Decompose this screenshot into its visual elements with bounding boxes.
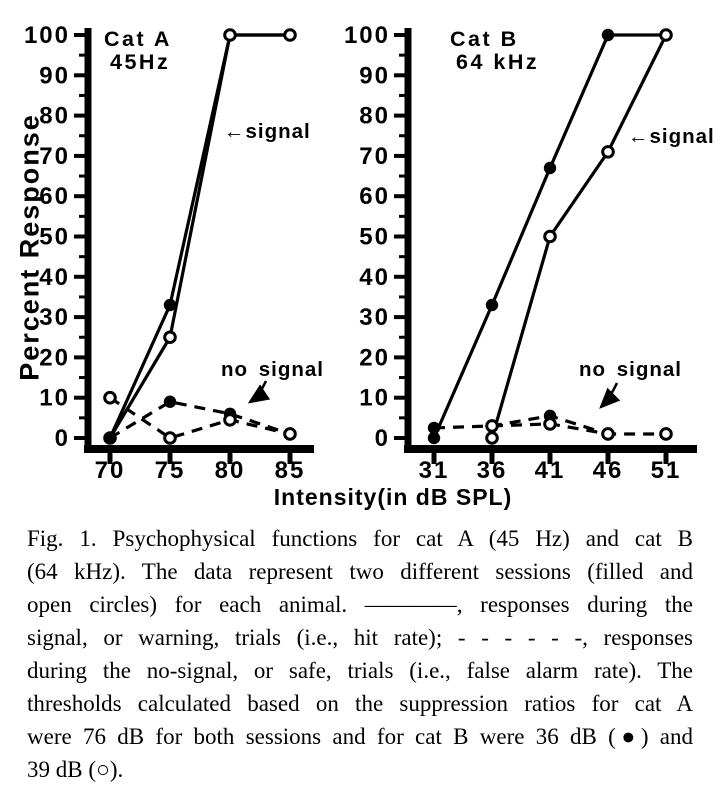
y-tick-label: 90 xyxy=(359,62,390,89)
chart-title: Cat B xyxy=(450,27,519,51)
open-circle-marker xyxy=(601,427,615,441)
no-signal-line xyxy=(109,396,291,440)
y-tick-label: 100 xyxy=(344,22,390,49)
x-tick-label: 31 xyxy=(419,457,450,484)
caption-line: signal, or warning, trials (i.e., hit ra… xyxy=(27,625,693,650)
caption-line: thresholds calculated based on the suppr… xyxy=(27,691,693,716)
y-tick-label: 0 xyxy=(375,425,390,452)
y-tick-label: 50 xyxy=(359,224,390,251)
open-circle-marker xyxy=(103,390,117,405)
y-tick-label: 0 xyxy=(55,425,70,452)
y-tick-label: 80 xyxy=(359,103,390,130)
signal-line xyxy=(490,34,668,439)
y-tick-label: 20 xyxy=(39,344,70,371)
caption-line: 39 dB (○). xyxy=(27,757,124,782)
x-tick-label: 75 xyxy=(155,457,186,484)
open-circle-marker xyxy=(223,28,237,42)
open-circle-marker xyxy=(283,28,297,42)
open-circle-marker xyxy=(659,427,673,441)
y-tick-label: 100 xyxy=(24,22,70,49)
caption-line: open circles) for each animal. ————, res… xyxy=(27,592,693,617)
y-tick-label: 70 xyxy=(359,143,390,170)
no-signal-line xyxy=(433,414,609,436)
y-tick-label: 60 xyxy=(359,183,390,210)
y-tick-label: 30 xyxy=(39,304,70,331)
open-circle-marker xyxy=(223,413,237,427)
x-axis-label: Intensity(in dB SPL) xyxy=(273,484,513,510)
filled-circle-marker xyxy=(427,431,441,445)
y-tick-label: 30 xyxy=(359,304,390,331)
filled-circle-marker xyxy=(543,161,557,175)
y-axis-label: Percent Response xyxy=(14,113,45,381)
caption-line: during the no-signal, or safe, trials (i… xyxy=(27,658,693,683)
y-tick-label: 40 xyxy=(39,264,70,291)
open-circle-marker xyxy=(283,427,297,441)
x-tick-label: 70 xyxy=(95,457,126,484)
x-tick-label: 46 xyxy=(593,457,624,484)
x-tick-label: 41 xyxy=(535,457,566,484)
signal-line xyxy=(108,33,290,439)
x-tick-label: 51 xyxy=(651,457,682,484)
y-tick-label: 10 xyxy=(39,385,70,412)
filled-circle-marker xyxy=(103,431,117,445)
filled-circle-marker xyxy=(427,421,441,435)
filled-circle-marker xyxy=(163,298,177,312)
no-signal-line xyxy=(491,422,666,436)
y-tick-label: 10 xyxy=(359,385,390,412)
x-tick-label: 85 xyxy=(275,457,306,484)
y-tick-label: 40 xyxy=(359,264,390,291)
y-tick-label: 90 xyxy=(39,62,70,89)
no-signal-arrow-icon xyxy=(599,382,621,409)
signal-annotation: ←signal xyxy=(628,125,715,148)
open-circle-marker xyxy=(485,431,499,445)
no-signal-annotation: no signal xyxy=(579,358,682,381)
y-tick-label: 70 xyxy=(39,143,70,170)
chart-title: Cat A xyxy=(104,27,172,51)
open-circle-marker xyxy=(659,28,673,42)
open-circle-marker xyxy=(163,431,177,445)
caption-line: (64 kHz). The data represent two differe… xyxy=(27,559,693,584)
chart-subtitle: 64 kHz xyxy=(456,50,539,74)
chart-subtitle: 45Hz xyxy=(110,50,170,74)
no-signal-annotation: no signal xyxy=(221,358,324,381)
y-tick-label: 60 xyxy=(39,183,70,210)
filled-circle-marker xyxy=(601,28,615,42)
open-circle-marker xyxy=(163,330,177,345)
x-tick-label: 80 xyxy=(215,457,246,484)
chart-cat-b: 0 10 20 30 40 50 60 70 80 90 100 31 36 41 46 51 Cat B64 … xyxy=(344,22,715,484)
open-circle-marker xyxy=(485,419,499,433)
y-tick-label: 80 xyxy=(39,103,70,130)
open-circle-marker xyxy=(601,145,615,159)
filled-circle-marker xyxy=(485,298,499,312)
x-tick-label: 36 xyxy=(477,457,508,484)
filled-circle-marker xyxy=(163,395,177,408)
no-signal-line xyxy=(109,400,291,440)
caption-line: were 76 dB for both sessions and for cat… xyxy=(27,724,693,749)
no-signal-arrow-icon xyxy=(247,380,271,404)
y-tick-label: 50 xyxy=(39,224,70,251)
signal-annotation: ←signal xyxy=(224,120,311,143)
open-circle-marker xyxy=(543,229,557,244)
figure-caption: Fig. 1. Psychophysical functions for cat… xyxy=(27,522,693,786)
y-tick-label: 20 xyxy=(359,344,390,371)
open-circle-marker xyxy=(543,417,557,431)
caption-line: Fig. 1. Psychophysical functions for cat… xyxy=(27,526,693,551)
